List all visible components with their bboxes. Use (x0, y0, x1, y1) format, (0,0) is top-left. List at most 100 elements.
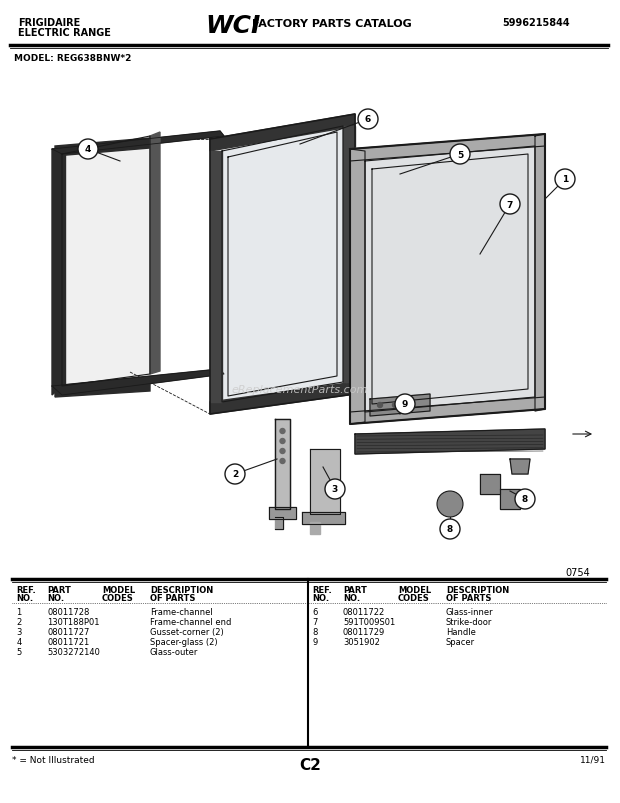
Circle shape (280, 439, 285, 444)
Text: PART: PART (47, 585, 71, 594)
Text: 1: 1 (16, 607, 22, 616)
Text: CODES: CODES (102, 593, 134, 602)
Polygon shape (355, 430, 545, 454)
Circle shape (280, 449, 285, 454)
Text: 5996215844: 5996215844 (502, 18, 570, 28)
Polygon shape (55, 380, 150, 397)
Text: MODEL: MODEL (398, 585, 431, 594)
Text: PART: PART (343, 585, 367, 594)
Text: Gusset-corner (2): Gusset-corner (2) (150, 627, 224, 636)
Text: * = Not Illustrated: * = Not Illustrated (12, 755, 95, 764)
Text: 8: 8 (447, 525, 453, 534)
Polygon shape (365, 147, 535, 413)
Circle shape (325, 479, 345, 499)
Text: MODEL: REG638BNW*2: MODEL: REG638BNW*2 (14, 54, 131, 63)
Text: 5303272140: 5303272140 (47, 647, 100, 656)
Text: OF PARTS: OF PARTS (446, 593, 492, 602)
Text: 08011721: 08011721 (47, 638, 89, 646)
Polygon shape (53, 152, 65, 389)
Text: REF.: REF. (16, 585, 36, 594)
Text: 9: 9 (312, 638, 317, 646)
Polygon shape (535, 135, 545, 411)
Polygon shape (370, 394, 430, 417)
Polygon shape (52, 150, 62, 396)
Text: 591T009S01: 591T009S01 (343, 618, 396, 626)
Polygon shape (510, 459, 530, 475)
Text: ELECTRIC RANGE: ELECTRIC RANGE (18, 28, 111, 38)
Text: 0754: 0754 (565, 567, 590, 577)
Polygon shape (275, 517, 283, 529)
Text: 6: 6 (312, 607, 317, 616)
Circle shape (392, 403, 397, 408)
Text: WCI: WCI (205, 14, 260, 38)
Polygon shape (350, 135, 545, 161)
Text: Glass-inner: Glass-inner (446, 607, 494, 616)
Polygon shape (350, 150, 365, 425)
Text: Frame-channel end: Frame-channel end (150, 618, 231, 626)
Polygon shape (275, 419, 290, 509)
Text: FRIGIDAIRE: FRIGIDAIRE (18, 18, 80, 28)
Polygon shape (269, 507, 296, 520)
Text: 4: 4 (16, 638, 22, 646)
Circle shape (500, 195, 520, 214)
Text: 08011729: 08011729 (343, 627, 385, 636)
Polygon shape (310, 450, 340, 515)
Text: NO.: NO. (47, 593, 64, 602)
Circle shape (378, 403, 383, 408)
Polygon shape (210, 115, 355, 152)
Circle shape (395, 394, 415, 414)
Text: Glass-outer: Glass-outer (150, 647, 198, 656)
Text: 11/91: 11/91 (580, 755, 606, 764)
Text: 08011722: 08011722 (343, 607, 385, 616)
Text: DESCRIPTION: DESCRIPTION (446, 585, 509, 594)
Circle shape (78, 140, 98, 160)
Text: CODES: CODES (398, 593, 430, 602)
Text: 3: 3 (332, 485, 338, 494)
Polygon shape (62, 137, 150, 386)
Circle shape (358, 110, 378, 130)
Text: 6: 6 (365, 116, 371, 124)
Text: 5: 5 (16, 647, 22, 656)
Text: 4: 4 (85, 145, 91, 154)
Text: 8: 8 (312, 627, 317, 636)
Circle shape (555, 169, 575, 190)
Polygon shape (302, 512, 345, 524)
Text: 3: 3 (16, 627, 22, 636)
Text: REF.: REF. (312, 585, 332, 594)
Text: Spacer: Spacer (446, 638, 475, 646)
Polygon shape (150, 132, 160, 374)
Text: 1: 1 (562, 175, 568, 184)
Polygon shape (350, 135, 545, 425)
Text: Frame-channel: Frame-channel (150, 607, 213, 616)
Text: 7: 7 (507, 200, 513, 210)
Polygon shape (500, 489, 520, 509)
Polygon shape (222, 127, 343, 402)
Circle shape (437, 491, 463, 517)
Polygon shape (480, 475, 500, 495)
Text: C2: C2 (299, 757, 321, 772)
Text: Spacer-glass (2): Spacer-glass (2) (150, 638, 218, 646)
Polygon shape (52, 369, 224, 396)
Text: 2: 2 (16, 618, 22, 626)
Text: 08011728: 08011728 (47, 607, 89, 616)
Polygon shape (210, 382, 355, 414)
Circle shape (450, 145, 470, 165)
Polygon shape (52, 132, 224, 155)
Text: Strike-door: Strike-door (446, 618, 492, 626)
Polygon shape (210, 152, 222, 402)
Text: 3051902: 3051902 (343, 638, 380, 646)
Polygon shape (310, 522, 320, 534)
Text: FACTORY PARTS CATALOG: FACTORY PARTS CATALOG (252, 19, 412, 29)
Text: NO.: NO. (16, 593, 33, 602)
Text: 130T188P01: 130T188P01 (47, 618, 99, 626)
Text: 2: 2 (232, 470, 238, 479)
Text: MODEL: MODEL (102, 585, 135, 594)
Circle shape (225, 464, 245, 484)
Text: Handle: Handle (446, 627, 476, 636)
Polygon shape (350, 397, 545, 425)
Text: 9: 9 (402, 400, 408, 409)
Text: 08011727: 08011727 (47, 627, 89, 636)
Text: eReplacementParts.com: eReplacementParts.com (232, 385, 368, 394)
Circle shape (407, 403, 412, 408)
Text: OF PARTS: OF PARTS (150, 593, 195, 602)
